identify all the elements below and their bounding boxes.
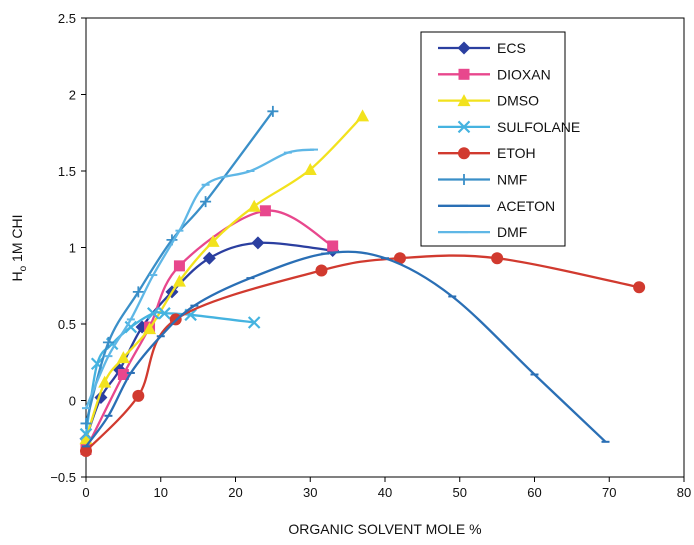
- series-line-aceton: [85, 250, 607, 448]
- legend: ECS DIOXAN DMSO SULFOLANE ETOH NMF ACETON DMF: [420, 31, 580, 247]
- x-tick-label: 0: [82, 485, 89, 500]
- data-point-dmso: [206, 234, 220, 247]
- data-point-etoh: [491, 252, 504, 265]
- series-line-dioxan: [84, 209, 334, 451]
- data-point-dmso: [303, 162, 317, 175]
- plot-frame: [85, 17, 685, 478]
- legend-label: DMSO: [497, 93, 539, 109]
- y-tick-label: 2: [69, 88, 76, 103]
- legend-item-ecs: ECS: [438, 40, 526, 56]
- legend-label: DIOXAN: [497, 66, 551, 82]
- series-etoh: [80, 252, 646, 457]
- legend-item-dmso: DMSO: [438, 93, 539, 109]
- x-tick-label: 50: [453, 485, 467, 500]
- data-point-etoh: [393, 252, 406, 265]
- legend-label: ACETON: [497, 198, 555, 214]
- data-point-etoh: [132, 389, 145, 402]
- y-tick-label: 0: [69, 394, 76, 409]
- data-point-ecs: [251, 236, 265, 250]
- legend-label: ECS: [497, 40, 526, 56]
- series-dmf: [82, 148, 318, 410]
- data-point-nmf: [200, 196, 212, 208]
- series-line-nmf: [84, 110, 274, 424]
- data-point-dioxan: [327, 240, 339, 252]
- data-point-nmf: [102, 336, 114, 348]
- y-tick-label: 1: [69, 241, 76, 256]
- data-point-sulfolane: [79, 427, 93, 441]
- legend-marker: [458, 68, 470, 80]
- x-axis-title: ORGANIC SOLVENT MOLE %: [288, 521, 481, 537]
- data-point-ecs: [202, 251, 216, 265]
- data-point-etoh: [633, 281, 646, 294]
- series-dmso: [79, 109, 370, 445]
- series-aceton: [82, 250, 610, 448]
- y-tick-label: 0.5: [58, 317, 76, 332]
- legend-label: NMF: [497, 172, 527, 188]
- x-tick-label: 80: [677, 485, 691, 500]
- legend-label: SULFOLANE: [497, 119, 580, 135]
- data-point-nmf: [267, 105, 279, 117]
- legend-marker: [457, 120, 471, 134]
- data-point-dmso: [143, 322, 157, 335]
- legend-marker: [457, 94, 471, 107]
- series-line-etoh: [85, 254, 640, 452]
- legend-item-dioxan: DIOXAN: [438, 66, 551, 82]
- series-layer: [79, 105, 646, 457]
- data-point-etoh: [80, 444, 92, 457]
- legend-marker: [457, 41, 471, 55]
- x-tick-label: 20: [228, 485, 242, 500]
- data-point-etoh: [315, 264, 328, 277]
- legend-item-dmf: DMF: [438, 224, 527, 240]
- legend-label: DMF: [497, 224, 527, 240]
- x-tick-label: 30: [303, 485, 317, 500]
- legend-item-sulfolane: SULFOLANE: [438, 119, 580, 135]
- axis-ticks: 0 10 20 30 40 50 60 70 80 −0.5 0 0.5 1 1.5 2 2.5: [50, 11, 691, 500]
- data-point-dmso: [172, 274, 186, 287]
- legend-label: ETOH: [497, 145, 536, 161]
- legend-item-aceton: ACETON: [438, 198, 555, 214]
- data-point-sulfolane: [247, 316, 261, 329]
- data-point-dmso: [247, 199, 261, 212]
- data-point-dioxan: [259, 205, 271, 217]
- data-point-dmso: [356, 109, 370, 122]
- legend-marker: [458, 174, 470, 185]
- data-point-sulfolane: [158, 307, 171, 320]
- y-tick-label: 1.5: [58, 164, 76, 179]
- series-line-ecs: [84, 241, 333, 440]
- y-axis-title: Ho 1M CHI: [9, 214, 29, 281]
- data-point-nmf: [132, 286, 144, 298]
- data-point-nmf: [80, 417, 92, 429]
- data-point-dmso: [98, 375, 112, 388]
- x-tick-label: 10: [154, 485, 168, 500]
- data-point-sulfolane: [146, 307, 160, 320]
- series-nmf: [80, 105, 279, 429]
- y-tick-label: −0.5: [50, 470, 76, 485]
- x-tick-label: 70: [602, 485, 616, 500]
- data-point-dioxan: [117, 368, 129, 380]
- legend-box: [420, 31, 566, 247]
- x-tick-label: 40: [378, 485, 392, 500]
- legend-items: ECS DIOXAN DMSO SULFOLANE ETOH NMF ACETON DMF: [438, 40, 580, 240]
- legend-item-nmf: NMF: [438, 172, 527, 188]
- legend-item-etoh: ETOH: [438, 145, 536, 161]
- legend-marker: [458, 147, 470, 160]
- y-tick-label: 2.5: [58, 11, 76, 26]
- x-tick-label: 60: [527, 485, 541, 500]
- data-point-dmso: [116, 351, 130, 364]
- series-line-dmso: [84, 115, 364, 440]
- data-point-dioxan: [173, 260, 185, 272]
